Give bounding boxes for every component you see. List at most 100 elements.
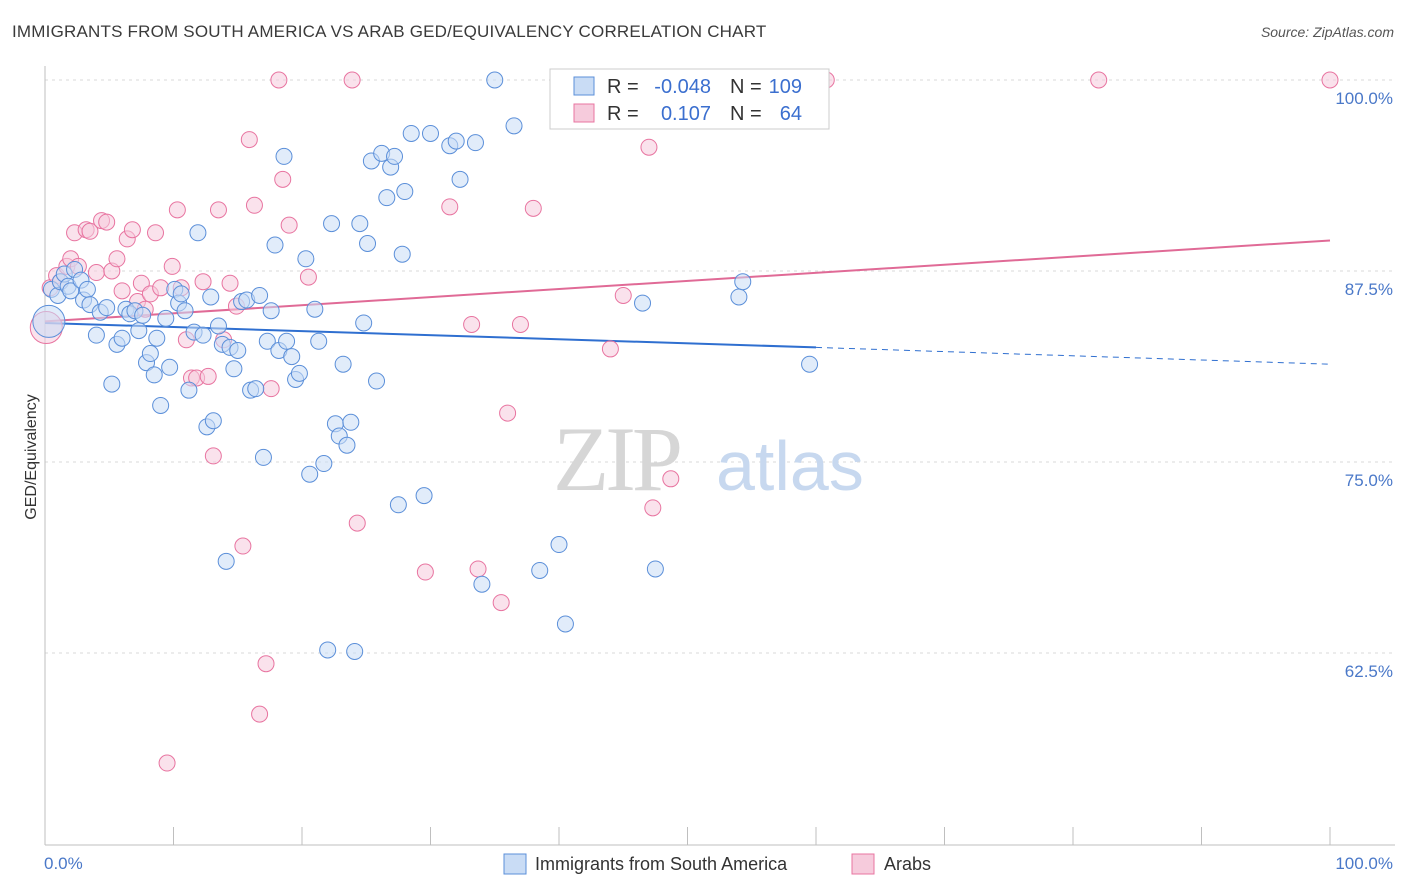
correlation-legend: R = -0.048 N = 109 R = 0.107 N = 64 — [549, 68, 830, 130]
point-immigrants-south-america — [634, 294, 652, 312]
point-immigrants-south-america — [172, 285, 190, 303]
point-immigrants-south-america — [386, 147, 404, 165]
point-arabs — [152, 279, 170, 297]
point-immigrants-south-america — [87, 326, 105, 344]
point-arabs — [81, 222, 99, 240]
legend-n-value: 109 — [769, 76, 802, 98]
point-immigrants-south-america — [32, 304, 66, 338]
point-arabs — [234, 537, 252, 555]
point-immigrants-south-america — [141, 345, 159, 363]
legend-n-value: 64 — [780, 103, 802, 125]
y-tick-label: 87.5% — [1345, 280, 1393, 299]
point-arabs — [280, 216, 298, 234]
point-arabs — [644, 499, 662, 517]
point-immigrants-south-america — [130, 322, 148, 340]
point-immigrants-south-america — [290, 364, 308, 382]
point-immigrants-south-america — [415, 487, 433, 505]
axes — [44, 66, 1395, 846]
point-arabs — [343, 71, 361, 89]
point-immigrants-south-america — [98, 299, 116, 317]
point-immigrants-south-america — [225, 360, 243, 378]
point-immigrants-south-america — [402, 124, 420, 142]
point-immigrants-south-america — [247, 380, 265, 398]
legend-label-blue: Immigrants from South America — [535, 854, 788, 874]
point-arabs — [299, 268, 317, 286]
point-immigrants-south-america — [338, 436, 356, 454]
point-arabs — [209, 201, 227, 219]
point-immigrants-south-america — [531, 561, 549, 579]
x-tick-label: 0.0% — [44, 854, 83, 873]
point-immigrants-south-america — [486, 71, 504, 89]
point-arabs — [524, 199, 542, 217]
point-immigrants-south-america — [550, 536, 568, 554]
watermark: ZIP atlas — [553, 408, 864, 510]
point-arabs — [601, 340, 619, 358]
point-immigrants-south-america — [315, 455, 333, 473]
point-arabs — [108, 250, 126, 268]
point-arabs — [274, 170, 292, 188]
point-immigrants-south-america — [283, 348, 301, 366]
source-label: Source: ZipAtlas.com — [1260, 24, 1394, 40]
point-immigrants-south-america — [62, 282, 80, 300]
legend-box — [549, 68, 830, 130]
grid-lines — [45, 79, 1395, 654]
legend-swatch-pink — [573, 103, 595, 123]
point-immigrants-south-america — [368, 372, 386, 390]
point-immigrants-south-america — [254, 448, 272, 466]
watermark-zip: ZIP — [553, 408, 680, 510]
point-arabs — [113, 282, 131, 300]
point-immigrants-south-america — [297, 250, 315, 268]
trend-line-pink — [44, 239, 1331, 323]
y-tick-label: 100.0% — [1335, 89, 1393, 108]
point-arabs — [499, 404, 517, 422]
legend-swatch-pink — [851, 853, 875, 875]
series-legend: Immigrants from South America Arabs — [503, 853, 931, 875]
point-arabs — [194, 273, 212, 291]
point-arabs — [199, 367, 217, 385]
point-arabs — [640, 138, 658, 156]
point-arabs — [147, 224, 165, 242]
point-immigrants-south-america — [556, 615, 574, 633]
point-arabs — [98, 213, 116, 231]
point-arabs — [662, 470, 680, 488]
point-immigrants-south-america — [229, 341, 247, 359]
legend-r-label: R = — [607, 76, 639, 98]
point-arabs — [511, 315, 529, 333]
legend-n-label: N = — [730, 76, 762, 98]
point-arabs — [204, 447, 222, 465]
point-immigrants-south-america — [258, 332, 276, 350]
point-arabs — [158, 754, 176, 772]
point-immigrants-south-america — [734, 273, 752, 291]
point-immigrants-south-america — [473, 575, 491, 593]
point-immigrants-south-america — [422, 124, 439, 142]
point-immigrants-south-america — [113, 329, 131, 347]
point-immigrants-south-america — [148, 329, 166, 347]
legend-swatch-blue — [573, 76, 595, 96]
point-immigrants-south-america — [78, 280, 96, 298]
trend-lines — [44, 239, 1331, 365]
legend-swatch-blue — [503, 853, 527, 875]
point-immigrants-south-america — [189, 224, 207, 242]
point-immigrants-south-america — [389, 496, 407, 514]
point-immigrants-south-america — [103, 375, 121, 393]
point-arabs — [463, 315, 481, 333]
y-tick-label: 62.5% — [1345, 662, 1393, 681]
point-arabs — [492, 594, 510, 612]
point-immigrants-south-america — [342, 413, 360, 431]
point-immigrants-south-america — [145, 366, 163, 384]
point-arabs — [123, 221, 141, 239]
point-arabs — [257, 655, 275, 673]
y-tick-label: 75.0% — [1345, 471, 1393, 490]
point-immigrants-south-america — [323, 215, 341, 233]
point-arabs — [221, 274, 239, 292]
point-immigrants-south-america — [351, 215, 369, 233]
point-immigrants-south-america — [204, 412, 222, 430]
point-immigrants-south-america — [134, 306, 152, 324]
point-arabs — [168, 201, 186, 219]
legend-label-pink: Arabs — [884, 854, 931, 874]
point-arabs — [441, 198, 459, 216]
point-immigrants-south-america — [801, 355, 819, 373]
point-immigrants-south-america — [194, 326, 212, 344]
watermark-atlas: atlas — [716, 427, 864, 505]
